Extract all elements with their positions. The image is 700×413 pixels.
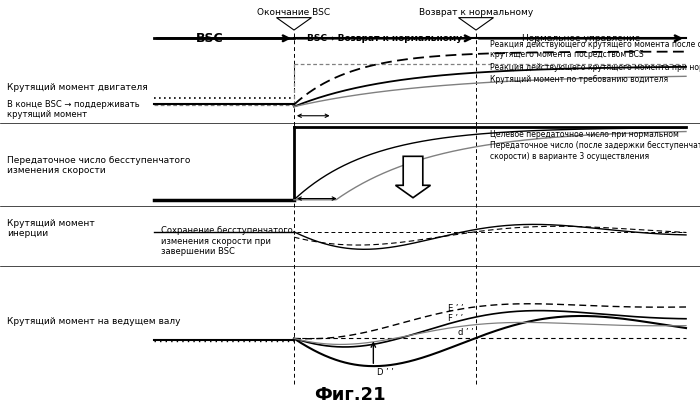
Text: D ’ ’: D ’ ’ xyxy=(377,367,393,376)
Text: F ’ ’: F ’ ’ xyxy=(448,313,463,323)
Text: Сохранение бесступенчатого
изменения скорости при
завершении BSC: Сохранение бесступенчатого изменения ско… xyxy=(161,226,293,255)
Text: Крутящий момент
инерции: Крутящий момент инерции xyxy=(7,218,94,238)
Text: Фиг.21: Фиг.21 xyxy=(314,385,386,403)
Text: Реакция действующего крутящего момента после снижения
крутящего момента посредст: Реакция действующего крутящего момента п… xyxy=(490,40,700,59)
Text: Крутящий момент на ведущем валу: Крутящий момент на ведущем валу xyxy=(7,317,181,325)
Text: В конце BSC → поддерживать
крутящий момент: В конце BSC → поддерживать крутящий моме… xyxy=(7,100,139,119)
Text: Передаточное число (после задержки бесступенчатого изменения
скорости) в вариант: Передаточное число (после задержки бесст… xyxy=(490,141,700,160)
Text: Целевое передаточное число при нормальном: Целевое передаточное число при нормально… xyxy=(490,130,679,139)
Text: Окончание BSC: Окончание BSC xyxy=(258,8,330,17)
Text: Крутящий момент по требованию водителя: Крутящий момент по требованию водителя xyxy=(490,75,668,84)
FancyArrow shape xyxy=(395,157,430,198)
Text: Возврат к нормальному: Возврат к нормальному xyxy=(419,8,533,17)
Text: Крутящий момент двигателя: Крутящий момент двигателя xyxy=(7,83,148,92)
Text: Передаточное число бесступенчатого
изменения скорости: Передаточное число бесступенчатого измен… xyxy=(7,156,190,175)
Text: E ’ ’: E ’ ’ xyxy=(448,303,463,312)
Text: d ’ ’: d ’ ’ xyxy=(458,327,474,336)
Polygon shape xyxy=(276,19,312,31)
Text: Реакция действующего крутящего момента при нормальном управлении: Реакция действующего крутящего момента п… xyxy=(490,62,700,71)
Polygon shape xyxy=(458,19,493,31)
Text: BSC: BSC xyxy=(196,32,223,45)
Text: BSC→ Возврат к нормальному: BSC→ Возврат к нормальному xyxy=(307,34,463,43)
Text: Нормальное управление: Нормальное управление xyxy=(522,34,640,43)
